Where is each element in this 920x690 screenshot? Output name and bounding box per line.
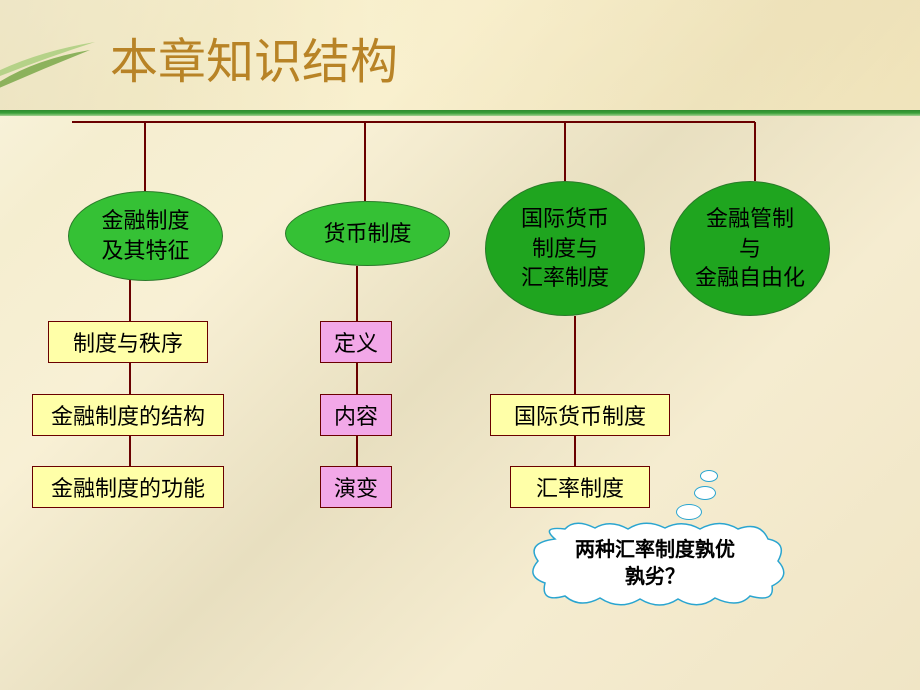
cloud-callout: 两种汇率制度孰优孰劣？ bbox=[520, 521, 790, 606]
diagram-container: 金融制度及其特征 货币制度 国际货币制度与汇率制度 金融管制与金融自由化 制度与… bbox=[0, 116, 920, 690]
rect-definition: 定义 bbox=[320, 321, 392, 363]
node-label-line: 汇率制度 bbox=[521, 263, 609, 293]
rect-content: 内容 bbox=[320, 394, 392, 436]
node-label-line: 制度与 bbox=[532, 234, 598, 264]
node-intl-exchange: 国际货币制度与汇率制度 bbox=[485, 181, 645, 316]
rect-exchange-system: 汇率制度 bbox=[510, 466, 650, 508]
node-label-line: 及其特征 bbox=[101, 236, 189, 266]
thought-bubble-1 bbox=[676, 504, 702, 520]
node-financial-system: 金融制度及其特征 bbox=[68, 191, 223, 281]
thought-bubble-3 bbox=[700, 470, 718, 482]
header-swoosh-icon bbox=[0, 30, 100, 100]
rect-system-structure: 金融制度的结构 bbox=[32, 394, 224, 436]
node-label-line: 金融制度 bbox=[101, 206, 189, 236]
node-monetary-system: 货币制度 bbox=[285, 201, 450, 266]
cloud-text: 两种汇率制度孰优孰劣？ bbox=[575, 537, 735, 591]
node-label-line: 货币制度 bbox=[323, 219, 411, 249]
rect-system-function: 金融制度的功能 bbox=[32, 466, 224, 508]
node-financial-control: 金融管制与金融自由化 bbox=[670, 181, 830, 316]
node-label-line: 国际货币 bbox=[521, 204, 609, 234]
rect-evolution: 演变 bbox=[320, 466, 392, 508]
page-title: 本章知识结构 bbox=[110, 22, 398, 92]
node-label-line: 与 bbox=[739, 234, 761, 264]
node-label-line: 金融管制 bbox=[706, 204, 794, 234]
rect-intl-monetary: 国际货币制度 bbox=[490, 394, 670, 436]
thought-bubble-2 bbox=[694, 486, 716, 500]
node-label-line: 金融自由化 bbox=[695, 263, 805, 293]
rect-system-order: 制度与秩序 bbox=[48, 321, 208, 363]
